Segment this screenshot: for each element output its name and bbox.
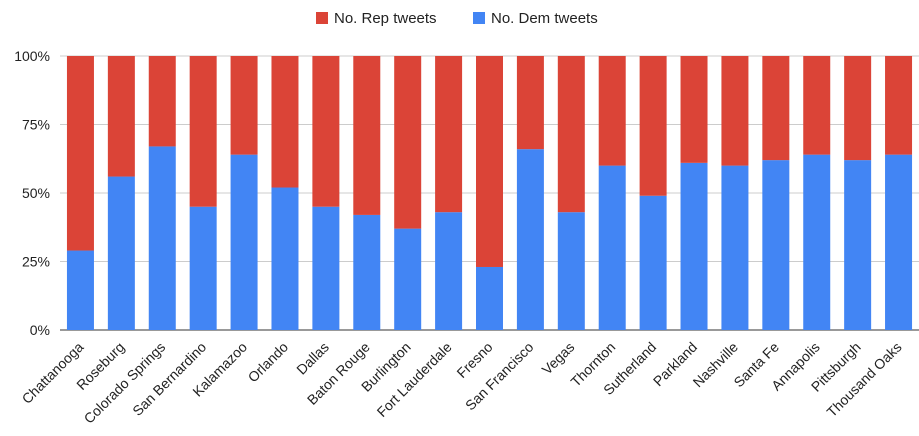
bar-segment-rep-3	[189, 56, 217, 207]
bar-segment-dem-1	[107, 176, 135, 330]
y-tick-label: 50%	[22, 185, 50, 201]
bar-segment-rep-12	[557, 56, 585, 213]
bar-segment-rep-10	[476, 56, 503, 267]
bar-segment-dem-4	[230, 154, 258, 330]
bar-segment-dem-12	[557, 212, 585, 330]
legend: No. Rep tweets No. Dem tweets	[316, 10, 598, 27]
legend-label-dem: No. Dem tweets	[491, 10, 598, 27]
bar-segment-rep-11	[516, 56, 544, 150]
bar-segment-rep-2	[148, 56, 176, 147]
bar-segment-dem-8	[394, 228, 422, 330]
legend-label-rep: No. Rep tweets	[334, 10, 437, 27]
y-tick-label: 25%	[22, 254, 50, 270]
bar-segment-rep-16	[721, 56, 749, 166]
bar-segment-rep-4	[230, 56, 258, 155]
bar-segment-rep-19	[844, 56, 872, 161]
x-tick-label: Vegas	[539, 339, 578, 378]
x-tick-label: Thousand Oaks	[823, 339, 904, 420]
legend-swatch-rep	[316, 12, 328, 24]
y-axis-ticks: 0% 25% 50% 75% 100%	[14, 48, 50, 338]
bar-segment-dem-7	[353, 214, 381, 330]
bar-segment-rep-18	[803, 56, 831, 155]
bar-segment-dem-2	[148, 146, 176, 330]
y-tick-label: 0%	[30, 322, 50, 338]
x-tick-label: Fort Lauderdale	[374, 339, 455, 420]
bar-segment-rep-14	[639, 56, 667, 196]
x-tick-label: Orlando	[245, 339, 292, 386]
bar-segment-rep-13	[598, 56, 626, 166]
bars	[66, 56, 913, 330]
bar-segment-dem-0	[66, 250, 94, 330]
bar-segment-dem-10	[476, 266, 503, 330]
bar-segment-dem-11	[516, 149, 544, 330]
bar-segment-dem-19	[844, 160, 872, 330]
bar-segment-dem-13	[598, 165, 626, 330]
bar-segment-rep-0	[66, 56, 94, 251]
bar-segment-dem-17	[762, 160, 790, 330]
legend-swatch-dem	[473, 12, 485, 24]
bar-segment-rep-5	[271, 56, 299, 188]
bar-segment-dem-20	[885, 154, 913, 330]
bar-segment-rep-6	[312, 56, 340, 207]
bar-segment-dem-14	[639, 195, 667, 330]
bar-segment-rep-1	[107, 56, 135, 177]
bar-segment-dem-15	[680, 162, 708, 330]
bar-segment-dem-9	[435, 212, 463, 330]
bar-segment-rep-8	[394, 56, 422, 229]
bar-segment-rep-17	[762, 56, 790, 161]
x-tick-label: San Bernardino	[129, 339, 209, 419]
bar-segment-dem-5	[271, 187, 299, 330]
bar-segment-dem-3	[189, 206, 217, 330]
x-tick-label: Chattanooga	[19, 339, 87, 407]
x-tick-label: Dallas	[293, 339, 332, 378]
bar-segment-dem-6	[312, 206, 340, 330]
bar-segment-dem-16	[721, 165, 749, 330]
bar-segment-rep-20	[885, 56, 913, 155]
bar-segment-rep-15	[680, 56, 708, 163]
y-tick-label: 100%	[14, 48, 50, 64]
bar-segment-dem-18	[803, 154, 831, 330]
bar-segment-rep-9	[435, 56, 463, 213]
y-tick-label: 75%	[22, 117, 50, 133]
bar-segment-rep-7	[353, 56, 381, 215]
